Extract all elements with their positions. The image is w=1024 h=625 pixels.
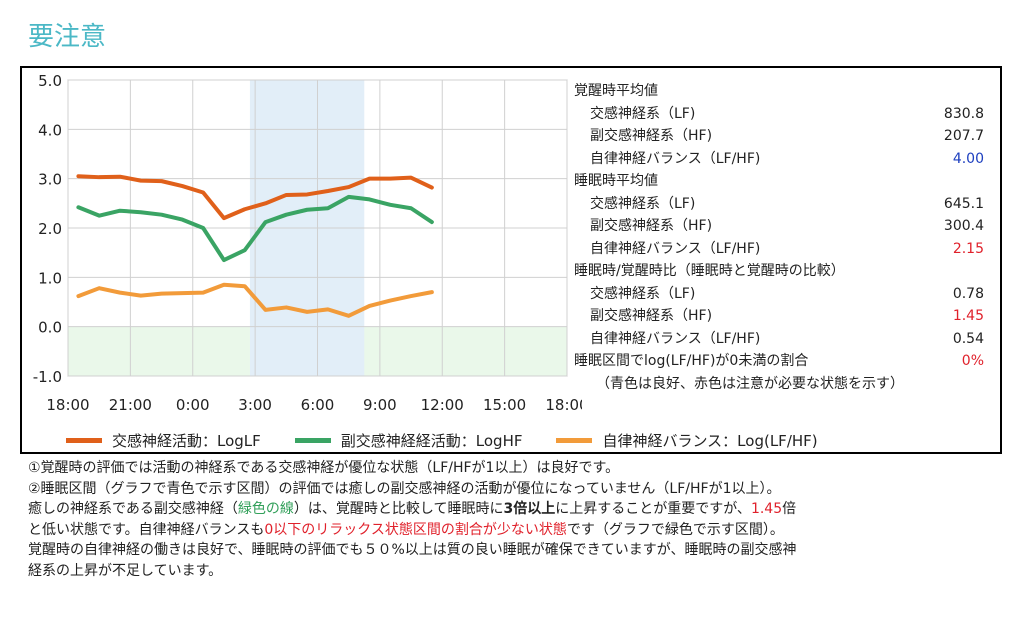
page-title: 要注意 (28, 22, 107, 52)
hf-line (76, 194, 434, 263)
comment-red-relax: 0以下のリラックス状態区間の割合が少ない状態 (264, 521, 567, 538)
comment-line-2: ②睡眠区間（グラフで青色で示す区間）の評価では癒しの副交感神経の活動が優位になっ… (28, 480, 781, 497)
y-tick-label: 5.0 (38, 72, 62, 90)
sleep-title: 睡眠時平均値 (574, 173, 658, 189)
legend-label-balance: 自律神経バランス：Log(LF/HF) (602, 432, 818, 450)
ratio-title: 睡眠時/覚醒時比（睡眠時と覚醒時の比較） (574, 263, 845, 279)
wake-balance-row: 自律神経バランス（LF/HF) 4.00 (574, 148, 984, 171)
x-tick-label: 18:00 (545, 396, 582, 414)
below-zero-value: 0% (961, 353, 984, 369)
legend-item-hf: 副交感神経経活動：LogHF (294, 430, 523, 451)
legend-swatch-balance (556, 438, 593, 443)
report-panel: 5.0 4.0 3.0 2.0 1.0 0.0 -1.0 18:00 21:00 0:00 3:00… (20, 66, 1002, 454)
x-tick-label: 9:00 (363, 396, 397, 414)
lf-line (76, 174, 434, 221)
wake-title: 覚醒時平均値 (574, 83, 658, 99)
y-tick-label: 0.0 (38, 319, 62, 337)
comment-line-3: 癒しの神経系である副交感神経（緑色の線）は、覚醒時と比較して睡眠時に3倍以上に上… (28, 501, 797, 517)
hrv-line-chart: 5.0 4.0 3.0 2.0 1.0 0.0 -1.0 18:00 21:00 0:00 3:00… (33, 72, 582, 414)
comment-line-5: 覚醒時の自律神経の働きは良好で、睡眠時の評価でも５０%以上は質の良い睡眠が確保で… (28, 542, 797, 558)
legend-swatch-hf (294, 438, 331, 443)
x-tick-label: 15:00 (483, 396, 526, 414)
legend-item-lf: 交感神経活動：LogLF (66, 430, 261, 451)
ratio-balance-row: 自律神経バランス（LF/HF) 0.54 (590, 330, 984, 347)
y-tick-label: 4.0 (38, 121, 62, 139)
wake-hf-row: 副交感神経系（HF) 207.7 (590, 128, 984, 144)
x-tick-label: 12:00 (421, 396, 464, 414)
wake-balance-value: 4.00 (952, 150, 984, 167)
balance-line (76, 282, 434, 318)
y-tick-label: 1.0 (38, 269, 62, 287)
comment-bold: 3倍以上 (503, 501, 556, 517)
x-tick-label: 6:00 (301, 396, 335, 414)
legend-item-balance: 自律神経バランス：Log(LF/HF) (556, 430, 818, 451)
x-tick-label: 18:00 (46, 396, 89, 414)
comment-line-4: と低い状態です。自律神経バランスも0以下のリラックス状態区間の割合が少ない状態で… (28, 521, 784, 538)
legend-swatch-lf (66, 438, 102, 443)
y-tick-label: 2.0 (38, 220, 62, 238)
sleep-balance-value: 2.15 (952, 240, 984, 257)
legend-label-hf: 副交感神経経活動：LogHF (340, 432, 523, 450)
color-note: （青色は良好、赤色は注意が必要な状態を示す） (596, 375, 904, 392)
y-tick-label: -1.0 (33, 368, 62, 386)
x-tick-label: 0:00 (176, 396, 210, 414)
comment-green-line: 緑色の線 (237, 501, 294, 517)
ratio-hf-row: 副交感神経系（HF) 1.45 (574, 305, 984, 328)
comment-line-6: 経系の上昇が不足しています。 (28, 562, 223, 579)
below-zero-row: 睡眠区間でlog(LF/HF)が0未満の割合 0% (574, 350, 984, 373)
comment-red-ratio: 1.45 (750, 501, 783, 517)
sleep-lf-row: 交感神経系（LF) 645.1 (590, 195, 984, 212)
wake-lf-row: 交感神経系（LF) 830.8 (590, 105, 984, 122)
sleep-balance-row: 自律神経バランス（LF/HF) 2.15 (574, 238, 984, 261)
sleep-hf-row: 副交感神経系（HF) 300.4 (590, 218, 984, 234)
x-tick-label: 21:00 (109, 396, 152, 414)
comment-line-1: ①覚醒時の評価では活動の神経系である交感神経が優位な状態（LF/HFが1以上）は… (28, 460, 620, 476)
ratio-hf-value: 1.45 (952, 308, 984, 324)
y-tick-label: 3.0 (38, 171, 62, 189)
x-tick-label: 3:00 (238, 396, 272, 414)
stats-panel: 覚醒時平均値 交感神経系（LF) 830.8 副交感神経系（HF) 207.7 自律… (574, 80, 984, 395)
evaluation-comments: ①覚醒時の評価では活動の神経系である交感神経が優位な状態（LF/HFが1以上）は… (28, 458, 988, 581)
legend-label-lf: 交感神経活動：LogLF (112, 432, 261, 450)
ratio-lf-row: 交感神経系（LF) 0.78 (590, 285, 984, 302)
chart-legend: 交感神経活動：LogLF 副交感神経経活動：LogHF 自律神経バランス：Log… (66, 430, 852, 451)
